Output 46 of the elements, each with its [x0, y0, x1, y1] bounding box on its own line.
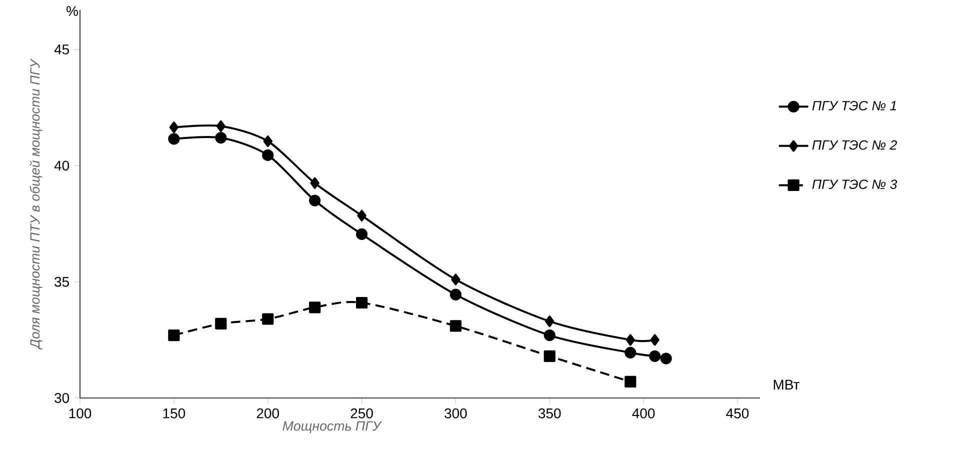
point: [626, 334, 635, 346]
x-tick-label: 100: [69, 408, 92, 418]
point: [544, 350, 556, 362]
point: [544, 329, 556, 342]
point: [356, 228, 368, 240]
point: [356, 296, 368, 309]
legend-label: ПГУ ТЭС № 3: [812, 180, 898, 190]
point: [624, 346, 636, 358]
point: [262, 313, 274, 325]
y-axis-title: Доля мощности ПТУ в общей мощности ПГУ: [30, 58, 42, 350]
point: [357, 210, 366, 222]
point: [309, 194, 321, 206]
point: [168, 329, 180, 342]
point: [545, 316, 554, 328]
point: [649, 350, 661, 362]
text: МВт: [774, 380, 800, 390]
y-tick-label: 35: [54, 276, 70, 287]
point: [216, 120, 226, 132]
y-tick-label: 45: [54, 44, 70, 54]
y-tick-label: 30: [54, 393, 70, 403]
x-axis-title: Мощность ПГУ: [282, 421, 382, 434]
x-tick-label: 300: [444, 408, 467, 418]
x-tick-label: 200: [256, 408, 279, 418]
point: [309, 302, 321, 314]
x-tick-label: 150: [163, 408, 186, 418]
legend-label: ПГУ ТЭС № 1: [812, 100, 896, 110]
point: [650, 334, 660, 346]
point: [168, 133, 180, 145]
point: [450, 288, 462, 300]
point: [451, 274, 460, 286]
x-tick-label: 350: [538, 408, 561, 418]
point: [215, 132, 227, 144]
point: [262, 149, 274, 162]
x-tick-label: 400: [632, 408, 655, 418]
point: [215, 318, 227, 330]
point: [624, 376, 636, 388]
text: %: [66, 6, 78, 16]
x-tick-label: 250: [350, 408, 373, 418]
x-tick-label: 450: [726, 408, 749, 418]
point: [660, 352, 672, 364]
y-tick-label: 40: [54, 160, 70, 171]
legend-label: ПГУ ТЭС № 2: [812, 140, 897, 150]
point: [310, 177, 320, 189]
point: [450, 320, 462, 332]
point: [169, 122, 179, 134]
point: [263, 135, 272, 148]
